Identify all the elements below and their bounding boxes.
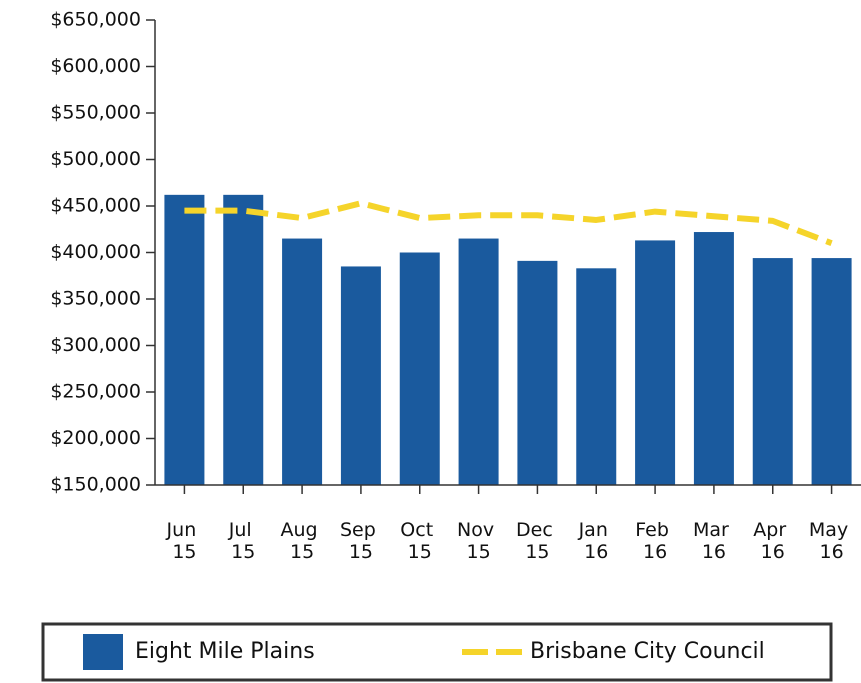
y-tick-label: $400,000 xyxy=(50,241,141,263)
x-tick-label: Apr 16 xyxy=(753,519,792,563)
x-tick-label: Jul 15 xyxy=(228,519,258,563)
x-tick-label: Oct 15 xyxy=(400,519,439,563)
legend-label: Brisbane City Council xyxy=(530,639,765,664)
bar xyxy=(340,266,381,485)
bar xyxy=(282,238,323,485)
y-tick-label: $550,000 xyxy=(50,102,141,124)
legend-label: Eight Mile Plains xyxy=(135,639,315,664)
y-tick-label: $300,000 xyxy=(50,334,141,356)
bar xyxy=(576,268,617,485)
y-tick-label: $350,000 xyxy=(50,288,141,310)
bar xyxy=(458,238,499,485)
bar xyxy=(399,252,440,485)
x-tick-label: Jun 15 xyxy=(166,519,203,563)
legend-box xyxy=(41,622,833,682)
x-tick-label: Aug 15 xyxy=(281,519,324,563)
x-tick-label: Sep 15 xyxy=(340,519,382,563)
y-tick-label: $650,000 xyxy=(50,9,141,31)
line xyxy=(184,200,833,247)
legend-swatch xyxy=(83,634,123,670)
bar xyxy=(635,240,676,485)
y-tick-label: $450,000 xyxy=(50,195,141,217)
y-tick-label: $250,000 xyxy=(50,381,141,403)
y-tick-label: $150,000 xyxy=(50,474,141,496)
bar xyxy=(752,258,793,485)
x-tick-label: Dec 15 xyxy=(516,519,559,563)
x-tick-label: May 16 xyxy=(809,519,854,563)
bar xyxy=(693,232,734,485)
bar xyxy=(811,258,852,485)
y-tick-label: $600,000 xyxy=(50,55,141,77)
x-tick-label: Feb 16 xyxy=(635,519,675,563)
x-tick-label: Nov 15 xyxy=(457,519,500,563)
x-tick-label: Jan 16 xyxy=(578,519,614,563)
y-tick-label: $500,000 xyxy=(50,148,141,170)
bar xyxy=(164,194,205,485)
y-tick-label: $200,000 xyxy=(50,427,141,449)
bar xyxy=(517,260,558,485)
bar xyxy=(223,194,264,485)
x-tick-label: Mar 16 xyxy=(693,519,735,563)
